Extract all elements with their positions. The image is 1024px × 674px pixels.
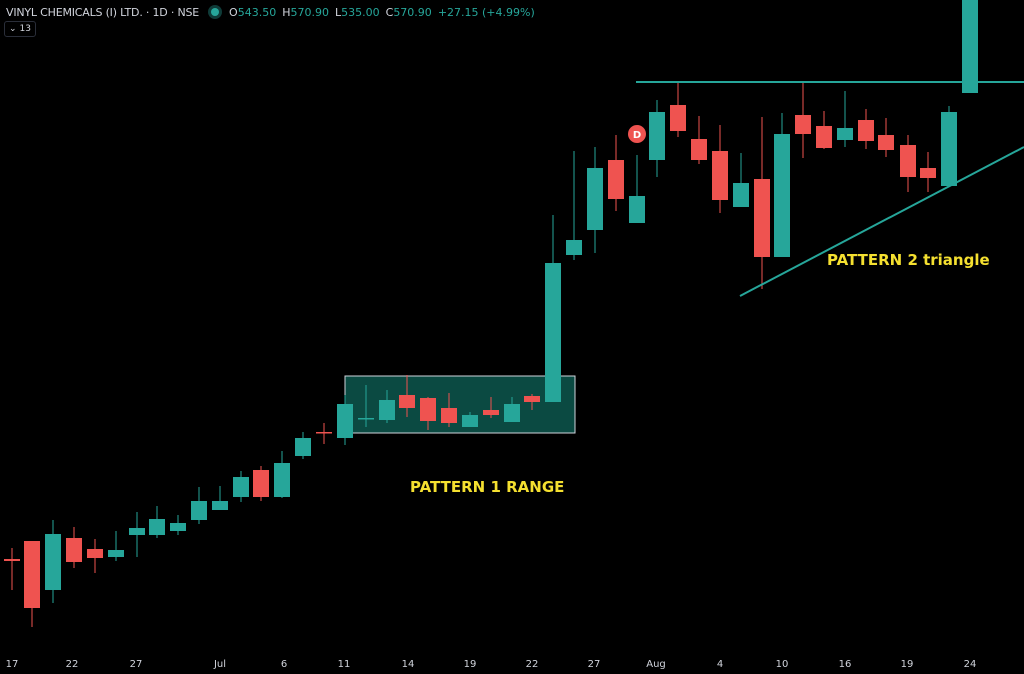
candle-body (608, 160, 624, 199)
candle-body (795, 115, 811, 134)
x-tick-label: 19 (900, 659, 914, 670)
x-tick-label: 19 (463, 659, 477, 670)
candle-body (816, 126, 832, 148)
indicators-collapse-button[interactable]: ⌄ 13 (4, 21, 36, 37)
candle-body (87, 549, 103, 558)
candle-body (274, 463, 290, 497)
candle-body (420, 398, 436, 421)
x-tick-label: 17 (5, 659, 19, 670)
candle-body (379, 400, 395, 420)
close-label: C (385, 5, 394, 19)
x-tick-label: 27 (129, 659, 143, 670)
high-value: 570.90 (290, 5, 329, 19)
candle-body (66, 538, 82, 562)
candle-body (587, 168, 603, 230)
candle-body (670, 105, 686, 131)
x-tick-label: 11 (337, 659, 351, 670)
x-tick-label: 22 (525, 659, 539, 670)
open-label: O (229, 5, 238, 19)
candle-body (691, 139, 707, 160)
candle-body (900, 145, 916, 177)
low-label: L (334, 5, 342, 19)
x-tick-label: 14 (401, 659, 415, 670)
candle-body (837, 128, 853, 140)
symbol-title[interactable]: VINYL CHEMICALS (I) LTD. · 1D · NSE (6, 5, 200, 19)
candle-body (399, 395, 415, 408)
candle-body (316, 432, 332, 434)
support-trendline (739, 146, 1024, 297)
candle-body (441, 408, 457, 423)
candle-body (212, 501, 228, 510)
candle-body (191, 501, 207, 520)
candle-body (24, 541, 40, 608)
candle-body (4, 559, 20, 561)
pattern1-label: PATTERN 1 RANGE (410, 478, 565, 496)
candle-body (524, 396, 540, 402)
candle-body (337, 404, 353, 438)
candle-body (878, 135, 894, 150)
candle-body (941, 112, 957, 186)
candle-body (733, 183, 749, 207)
time-axis[interactable]: 17 22 27 Jul 6 11 14 19 22 27 Aug 4 10 16 19 24 (0, 656, 1024, 674)
x-tick-label: Aug (646, 659, 666, 670)
candle-body (45, 534, 61, 590)
dividend-marker-icon (628, 125, 646, 143)
pattern2-label: PATTERN 2 triangle (827, 251, 990, 269)
close-value: 570.90 (393, 5, 432, 19)
x-tick-label: 16 (838, 659, 852, 670)
candle-body (754, 179, 770, 257)
low-value: 535.00 (341, 5, 380, 19)
x-tick-label: 4 (716, 659, 724, 670)
candle-body (295, 438, 311, 456)
x-tick-label: Jul (213, 659, 227, 670)
candle-body (358, 418, 374, 420)
open-value: 543.50 (237, 5, 277, 19)
candle-body (462, 415, 478, 427)
candle-body (774, 134, 790, 257)
symbol-legend: VINYL CHEMICALS (I) LTD. · 1D · NSE O 543… (6, 4, 535, 20)
candle-body (149, 519, 165, 535)
x-tick-label: 24 (963, 659, 977, 670)
candle-body (108, 550, 124, 557)
x-tick-label: 10 (775, 659, 789, 670)
range-box (344, 375, 576, 434)
x-tick-label: 6 (280, 659, 288, 670)
candle-body (483, 410, 499, 415)
candle-body (649, 112, 665, 160)
candle-body (962, 0, 978, 93)
candle-body (629, 196, 645, 223)
candle-body (504, 404, 520, 422)
candle-body (858, 120, 874, 141)
candle-body (253, 470, 269, 497)
candle-body (712, 151, 728, 200)
candle-body (233, 477, 249, 497)
indicator-count: 13 (19, 24, 31, 34)
candle-body (545, 263, 561, 402)
change-value: +27.15 (+4.99%) (437, 5, 535, 19)
x-tick-label: 22 (65, 659, 79, 670)
price-chart[interactable]: D (0, 0, 1024, 656)
candle-body (129, 528, 145, 535)
candle-body (566, 240, 582, 255)
live-dot-icon (211, 8, 220, 16)
x-tick-label: 27 (587, 659, 601, 670)
dividend-marker-label: D (633, 130, 641, 141)
candle-body (920, 168, 936, 178)
chevron-down-icon: ⌄ (9, 24, 17, 34)
candle-body (170, 523, 186, 531)
high-label: H (282, 5, 291, 19)
